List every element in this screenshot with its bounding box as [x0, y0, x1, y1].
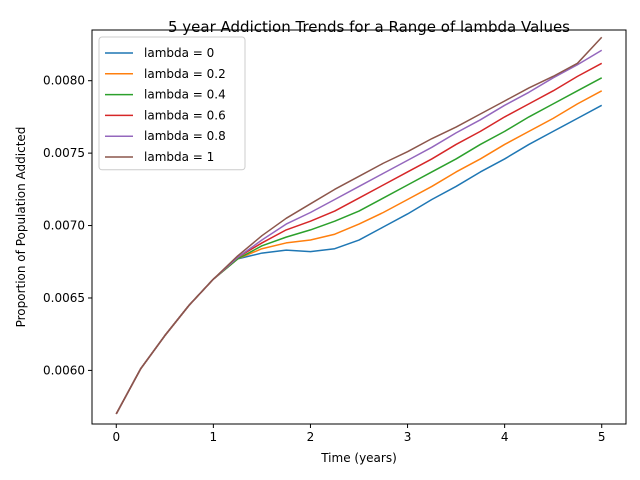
x-axis-ticks: 0 1 2 3 4 5: [112, 424, 606, 444]
y-tick-label: 0.0075: [43, 146, 85, 160]
y-axis-label: Proportion of Population Addicted: [14, 127, 28, 328]
x-tick-label: 3: [404, 430, 412, 444]
legend-label-0: lambda = 0: [144, 46, 214, 60]
y-tick-label: 0.0080: [43, 74, 85, 88]
legend: lambda = 0 lambda = 0.2 lambda = 0.4 lambda…: [98, 36, 246, 171]
legend-label-3: lambda = 0.6: [144, 108, 226, 122]
plot-frame: [91, 29, 627, 425]
y-tick-label: 0.0060: [43, 363, 85, 377]
x-tick-label: 5: [598, 430, 606, 444]
legend-label-2: lambda = 0.4: [144, 88, 226, 102]
x-tick-label: 1: [210, 430, 218, 444]
legend-label-4: lambda = 0.8: [144, 129, 226, 143]
chart-title: 5 year Addiction Trends for a Range of l…: [168, 18, 570, 36]
plot-lines: [115, 36, 603, 415]
y-tick-label: 0.0070: [43, 219, 85, 233]
legend-label-1: lambda = 0.2: [144, 67, 226, 81]
series-line-5: [115, 36, 603, 415]
y-axis-ticks: 0.0060 0.0065 0.0070 0.0075 0.0080: [43, 74, 92, 377]
y-tick-label: 0.0065: [43, 291, 85, 305]
x-tick-label: 4: [501, 430, 509, 444]
legend-label-5: lambda = 1: [144, 150, 214, 164]
x-tick-label: 0: [112, 430, 120, 444]
x-axis-label: Time (years): [320, 451, 397, 465]
x-tick-label: 2: [307, 430, 315, 444]
legend-box: [98, 36, 246, 171]
